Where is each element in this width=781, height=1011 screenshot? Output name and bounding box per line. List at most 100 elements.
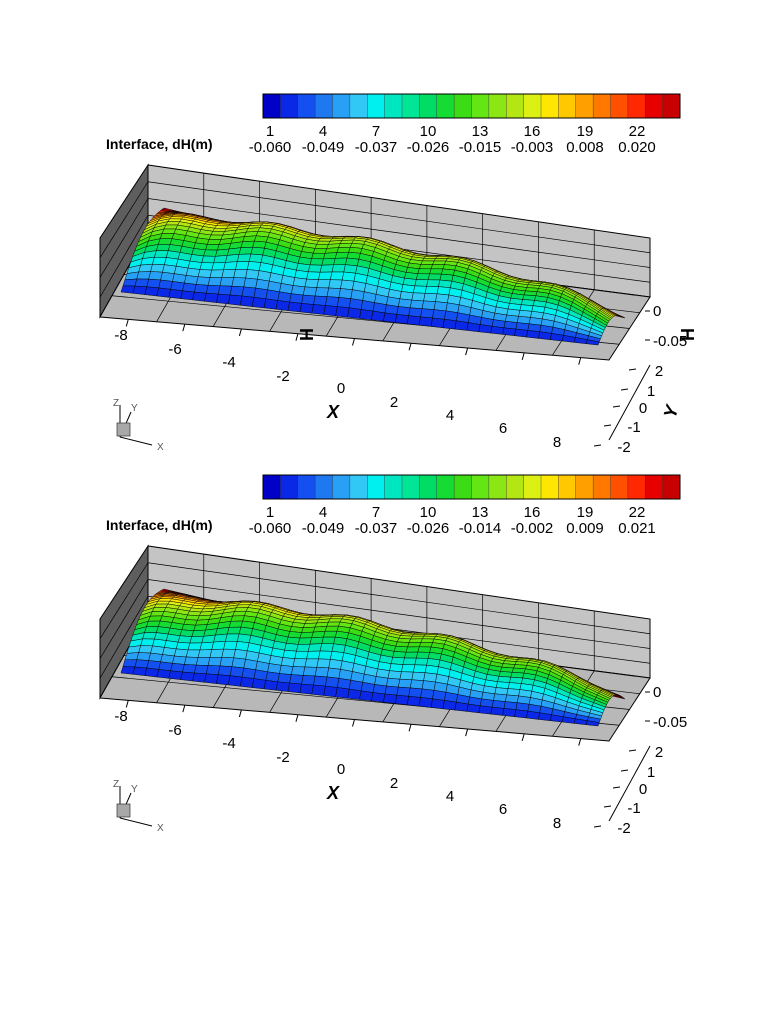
surface-cell — [275, 300, 290, 311]
surface-cell — [296, 643, 311, 652]
surface-cell — [359, 690, 374, 702]
surface-cell — [323, 630, 338, 638]
surface-cell — [175, 641, 191, 651]
surface-cell — [406, 315, 421, 326]
surface-cell — [421, 680, 436, 691]
surface-cell — [263, 298, 278, 310]
surface-cell — [316, 240, 331, 245]
x-tick-label: 6 — [499, 420, 507, 437]
surface-cell — [302, 666, 318, 677]
surface-cell — [180, 290, 195, 301]
surface-cell — [301, 675, 316, 686]
surface-cell — [418, 264, 433, 270]
x-tick-label: 8 — [553, 815, 561, 832]
surface-cell — [398, 298, 413, 309]
z-tick-label: -0.05 — [653, 333, 687, 350]
x-tick — [521, 733, 525, 741]
surface-cell — [201, 634, 216, 644]
legend-level-label: 13 — [472, 504, 489, 521]
surface-cell — [172, 655, 187, 665]
surface-cell — [416, 273, 430, 281]
colorbar-swatch — [262, 474, 281, 500]
surface-cell — [211, 640, 226, 650]
surface-cell — [132, 666, 148, 676]
surface-cell — [279, 665, 294, 675]
surface-cell — [230, 615, 245, 622]
y-tick — [593, 825, 602, 828]
surface-cell — [206, 665, 221, 675]
z-axis-label: H — [677, 328, 697, 341]
surface-cell — [144, 626, 159, 633]
surface-cell — [167, 218, 182, 222]
surface-cell — [140, 638, 155, 647]
surface-cell — [193, 624, 208, 631]
surface-cell — [180, 671, 195, 682]
x-tick-label: 2 — [390, 394, 398, 411]
x-tick — [352, 338, 355, 346]
surface-cell — [216, 293, 231, 305]
surface-cell — [179, 629, 195, 637]
surface-cell — [207, 657, 223, 667]
surface-cell — [165, 221, 180, 226]
surface-cell — [170, 663, 185, 673]
surface-cell — [289, 674, 304, 685]
x-tick-label: -4 — [222, 354, 235, 371]
surface-cell — [399, 671, 414, 681]
surface-cell — [247, 261, 262, 271]
surface-cell — [396, 306, 411, 316]
y-tick-label: -1 — [627, 800, 640, 817]
surface-cell — [398, 678, 413, 689]
surface-cell — [228, 620, 244, 628]
surface-cell — [427, 273, 442, 281]
legend-level-label: 10 — [420, 123, 437, 140]
surface-cell — [209, 648, 224, 658]
x-axis — [125, 319, 582, 365]
triad-z-label: Z — [113, 779, 119, 790]
chart-panel-bottom: Interface, dH(m)1 4 7 10 13 16 19 22-0.060 -0.04… — [99, 328, 687, 837]
surface-cell — [309, 636, 324, 645]
surface-cell — [407, 642, 422, 648]
surface-cell — [184, 656, 199, 666]
surface-cell — [383, 312, 398, 323]
colorbar-swatch — [610, 474, 629, 500]
colorbar-swatch — [401, 474, 420, 500]
legend-value-label: 0.008 — [566, 139, 604, 156]
surface-cell — [289, 293, 304, 304]
surface-mesh — [120, 207, 626, 346]
triad-cube — [116, 803, 131, 818]
surface-cell — [299, 631, 314, 639]
surface-cell — [316, 658, 331, 669]
surface-cell — [235, 641, 250, 652]
surface-cell — [287, 301, 302, 313]
surface-cell — [424, 286, 439, 295]
legend-level-label: 7 — [372, 504, 380, 521]
colorbar-swatch — [627, 93, 646, 119]
grid-line — [99, 215, 149, 298]
surface-cell — [205, 244, 220, 251]
surface-cell — [122, 659, 138, 668]
surface-cell — [265, 671, 280, 683]
surface-cell — [251, 297, 267, 309]
surface-cell — [317, 238, 333, 242]
colorbar-swatch — [384, 93, 403, 119]
surface-cell — [142, 632, 157, 640]
colorbar-swatch — [367, 93, 386, 119]
surface-cell — [478, 705, 493, 715]
x-tick-label: 8 — [553, 434, 561, 451]
surface-cell — [410, 635, 425, 640]
x-tick — [182, 705, 186, 713]
x-tick-label: 2 — [390, 775, 398, 792]
y-tick-label: 0 — [639, 781, 647, 798]
surface-cell — [213, 633, 228, 643]
legend-title: Interface, dH(m) — [106, 136, 213, 152]
surface-cell — [154, 250, 169, 258]
colorbar-swatch — [297, 93, 316, 119]
surface-cell — [417, 646, 432, 653]
x-tick-label: 0 — [337, 761, 345, 778]
y-tick — [603, 805, 612, 808]
surface-cell — [326, 667, 341, 679]
surface-cell — [136, 271, 151, 280]
surface-cell — [263, 680, 278, 691]
surface-cell — [201, 255, 216, 264]
surface-cell — [136, 652, 151, 661]
